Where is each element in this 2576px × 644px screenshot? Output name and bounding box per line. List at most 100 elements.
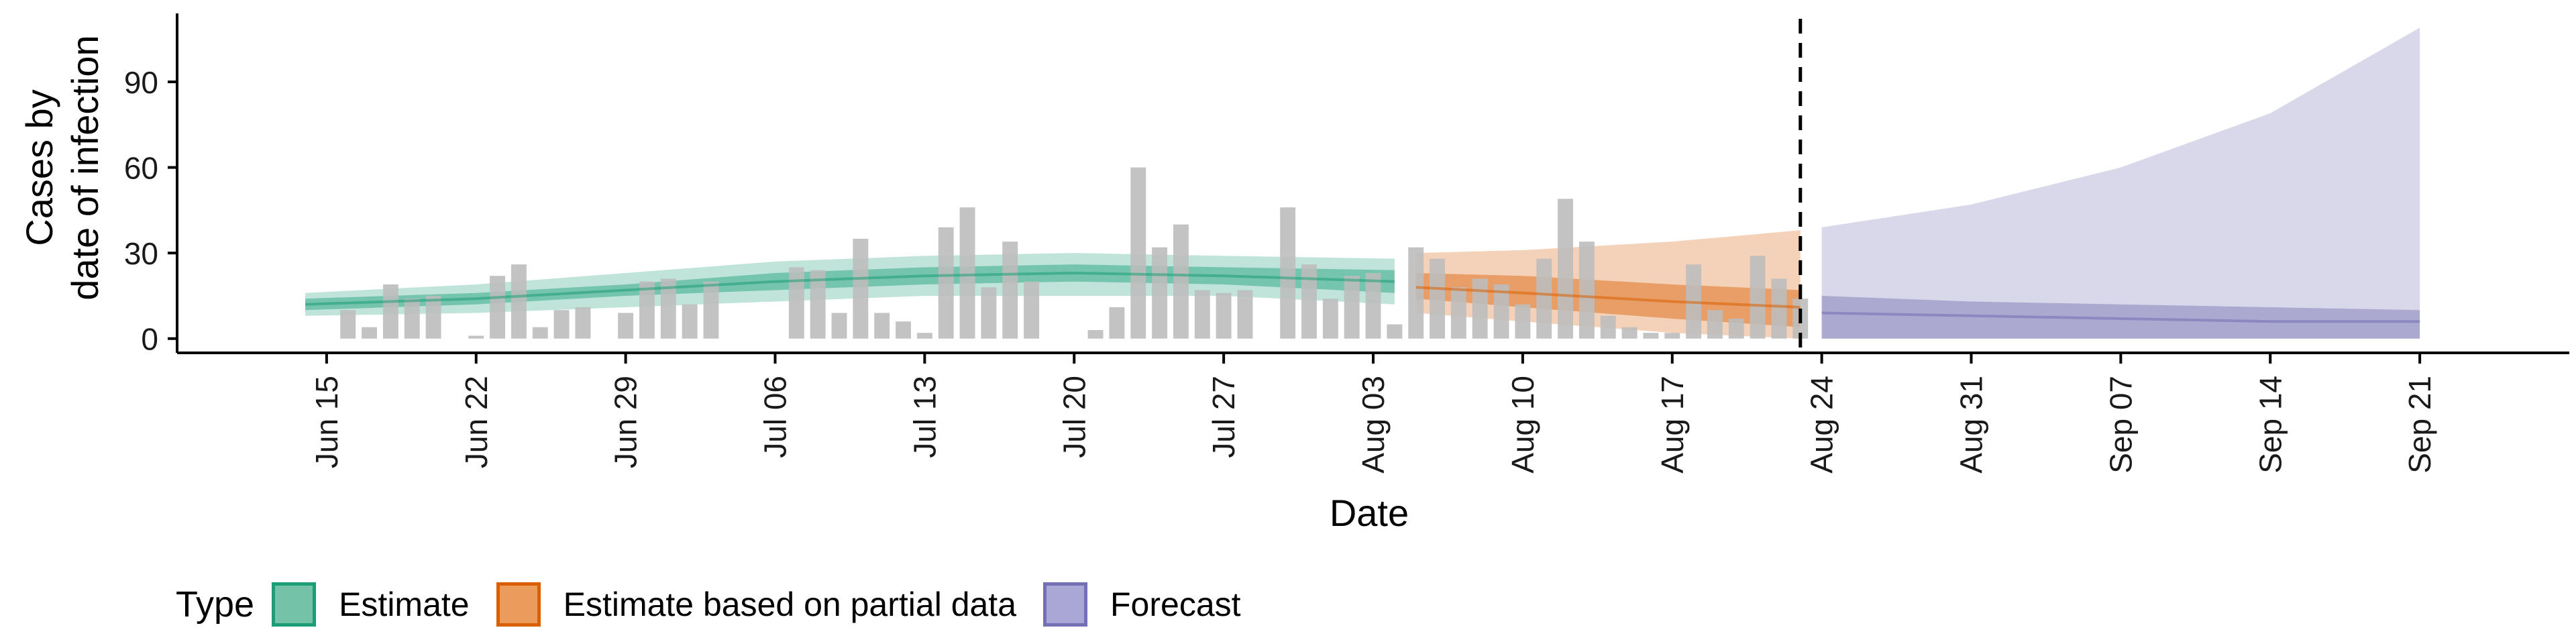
observed-bar-39 (1173, 224, 1189, 339)
observed-bar-46 (1322, 299, 1338, 339)
observed-bar-1 (362, 327, 378, 339)
observed-bar-21 (788, 267, 804, 339)
observed-bar-51 (1430, 258, 1445, 339)
observed-bar-41 (1216, 292, 1232, 339)
x-tick-label-14: Sep 21 (2402, 376, 2437, 474)
observed-bar-27 (916, 333, 932, 339)
observed-bar-44 (1280, 207, 1296, 339)
observed-bar-66 (1750, 256, 1766, 339)
observed-bar-10 (553, 310, 570, 339)
observed-bar-58 (1578, 241, 1595, 339)
y-tick-label-2: 60 (124, 151, 158, 186)
chart: Cases by date of infection Date 0 30 60 90 J… (18, 13, 2569, 534)
legend-item-forecast: Forecast (1043, 582, 1241, 627)
x-tick-label-9: Aug 17 (1655, 376, 1690, 474)
observed-bar-60 (1621, 327, 1638, 339)
y-tick-label-1: 30 (124, 236, 158, 271)
observed-bar-52 (1450, 287, 1466, 339)
median-lines (305, 271, 2420, 323)
observed-bar-40 (1194, 290, 1210, 339)
legend-label-partial: Estimate based on partial data (563, 586, 1017, 623)
x-tick-label-2: Jun 29 (608, 376, 643, 468)
observed-bar-22 (810, 270, 826, 339)
observed-bar-16 (682, 304, 698, 339)
band-50-series-1 (1415, 272, 1801, 327)
legend-key-estimate (272, 582, 317, 627)
y-tick-label-3: 90 (124, 65, 158, 100)
observed-bar-24 (853, 238, 869, 339)
observed-bar-31 (1002, 241, 1018, 339)
observed-bar-26 (896, 321, 911, 339)
x-tick-label-13: Sep 14 (2253, 376, 2288, 474)
legend-item-partial: Estimate based on partial data (496, 582, 1016, 627)
observed-bar-17 (703, 281, 719, 339)
band-90-series-0 (305, 253, 1395, 316)
legend-label-estimate: Estimate (339, 586, 470, 623)
observed-bar-65 (1728, 318, 1744, 339)
observed-bar-11 (575, 307, 591, 339)
observed-bar-37 (1130, 167, 1146, 339)
x-tick-label-7: Aug 03 (1356, 376, 1391, 474)
legend-label-forecast: Forecast (1110, 586, 1241, 623)
observed-bar-4 (425, 295, 441, 339)
x-tick-label-8: Aug 10 (1505, 376, 1540, 474)
x-tick-label-10: Aug 24 (1805, 376, 1839, 474)
x-tick-label-1: Jun 22 (459, 376, 494, 468)
median-line-series-2 (1821, 311, 2420, 323)
x-tick-label-4: Jul 13 (907, 376, 942, 458)
band-90-series-2 (1821, 28, 2420, 339)
observed-bar-59 (1600, 315, 1616, 339)
observed-bar-45 (1301, 264, 1317, 339)
x-tick-label-3: Jul 06 (758, 376, 793, 458)
band-50-series-0 (305, 264, 1395, 311)
observed-bar-8 (511, 264, 527, 339)
x-tick-label-6: Jul 27 (1206, 376, 1241, 458)
observed-bar-47 (1344, 276, 1360, 339)
observed-bar-30 (981, 287, 997, 339)
observed-bar-28 (938, 227, 954, 339)
band-90-series-1 (1415, 230, 1801, 339)
y-tick-label-0: 0 (141, 322, 158, 357)
observed-bar-25 (874, 313, 890, 339)
x-tick-label-11: Aug 31 (1954, 376, 1989, 474)
observed-bar-67 (1771, 278, 1787, 339)
median-line-series-0 (305, 271, 1395, 306)
observed-bar-50 (1408, 247, 1424, 339)
observed-bar-38 (1152, 247, 1168, 339)
band-50-series-2 (1821, 295, 2420, 339)
legend: Type Estimate Estimate based on partial … (176, 574, 1268, 635)
observed-bar-42 (1237, 290, 1253, 339)
x-axis-title: Date (1330, 492, 1409, 534)
observed-bar-3 (404, 299, 420, 339)
y-axis-title-line-1: Cases by (18, 89, 60, 246)
x-tick-label-12: Sep 07 (2103, 376, 2138, 474)
legend-title: Type (176, 584, 255, 625)
observed-bar-62 (1664, 333, 1680, 339)
observed-bar-61 (1643, 333, 1659, 339)
observed-bar-36 (1109, 307, 1125, 339)
observed-bar-57 (1558, 199, 1574, 339)
observed-bar-53 (1472, 278, 1488, 339)
observed-bar-48 (1365, 272, 1381, 339)
observed-bar-56 (1536, 258, 1552, 339)
observed-bar-23 (831, 313, 847, 339)
x-tick-label-0: Jun 15 (309, 376, 344, 468)
observed-bar-54 (1493, 284, 1509, 339)
legend-key-forecast (1043, 582, 1088, 627)
observed-bar-13 (618, 313, 634, 339)
observed-bar-9 (532, 327, 548, 339)
estimate-bands (305, 28, 2420, 339)
observed-bar-49 (1387, 324, 1403, 339)
legend-item-estimate: Estimate (272, 582, 470, 627)
observed-bar-29 (959, 207, 975, 339)
observed-bar-55 (1515, 304, 1531, 339)
x-tick-label-5: Jul 20 (1057, 376, 1091, 458)
observed-bar-35 (1087, 329, 1104, 339)
axis-title-y: Cases by date of infection (18, 35, 106, 300)
median-line-series-1 (1415, 286, 1801, 309)
observed-bar-7 (490, 276, 506, 339)
observed-bar-64 (1707, 310, 1723, 339)
observed-bar-32 (1024, 281, 1040, 339)
observed-bar-0 (340, 310, 356, 339)
observed-bar-15 (660, 278, 676, 339)
